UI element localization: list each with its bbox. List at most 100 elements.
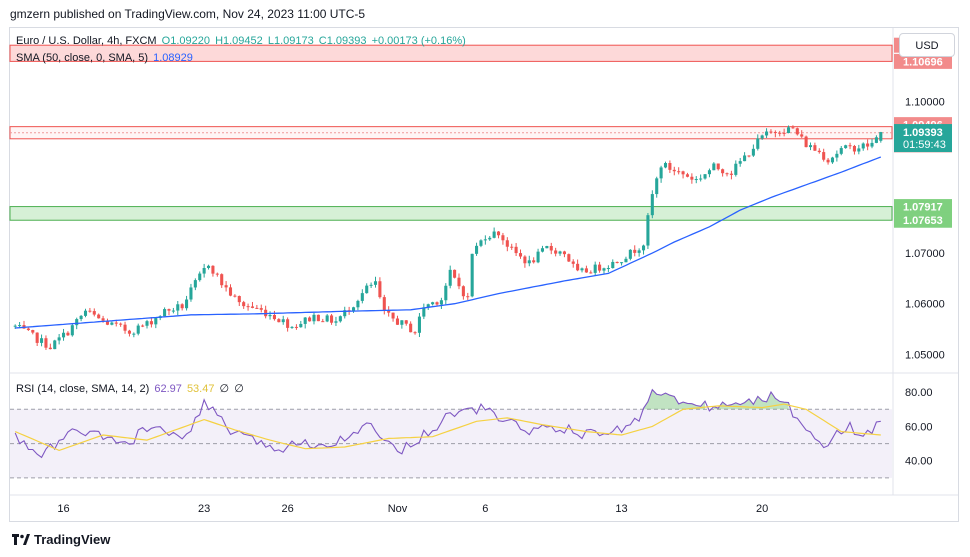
candle-body — [598, 264, 602, 271]
candle-body — [527, 260, 531, 264]
candle-body — [242, 302, 246, 307]
candle-body — [303, 317, 307, 324]
candle-body — [13, 325, 17, 327]
candle-body — [584, 268, 588, 273]
candle-body — [75, 319, 79, 326]
candle-body — [193, 280, 197, 288]
candle-body — [40, 338, 44, 343]
candle-body — [228, 287, 233, 296]
candle-body — [145, 321, 149, 326]
candle-body — [281, 319, 285, 323]
candle-body — [778, 132, 782, 134]
candle-body — [413, 332, 417, 334]
candle-body — [391, 312, 395, 319]
candle-body — [514, 246, 518, 254]
candle-body — [549, 246, 553, 251]
candle-body — [545, 246, 549, 249]
candle-body — [562, 251, 566, 255]
candle-body — [83, 310, 88, 316]
candle-body — [316, 314, 320, 322]
rsi-tick-label: 80.00 — [905, 387, 933, 399]
candle-body — [382, 297, 386, 311]
candle-body — [786, 127, 791, 133]
sma-line — [15, 156, 882, 329]
candle-body — [738, 161, 742, 164]
candle-body — [668, 163, 672, 170]
candle-body — [655, 178, 659, 195]
candle-body — [444, 285, 448, 301]
candle-body — [532, 260, 536, 263]
chart-frame — [9, 27, 959, 522]
candle-body — [624, 258, 628, 263]
candle-body — [378, 281, 382, 298]
candle-body — [127, 330, 131, 334]
candle-body — [206, 265, 211, 269]
candle-body — [426, 304, 430, 308]
candle-body — [404, 320, 408, 324]
candle-body — [808, 145, 813, 148]
candle-body — [615, 261, 619, 263]
candle-body — [782, 132, 786, 134]
candle-body — [97, 314, 101, 319]
candle-body — [857, 148, 861, 152]
candle-body — [699, 178, 703, 180]
candle-body — [294, 326, 298, 328]
candle-body — [215, 273, 219, 275]
candle-body — [510, 246, 514, 248]
candle-body — [110, 322, 114, 325]
candle-body — [167, 309, 171, 311]
candle-body — [461, 286, 465, 297]
candle-body — [163, 309, 167, 317]
ohlc-change: +0.00173 (+0.16%) — [371, 35, 466, 47]
sma-label: SMA (50, close, 0, SMA, 5) — [16, 52, 149, 64]
rsi-ma-line — [14, 403, 881, 452]
candle-body — [663, 163, 668, 168]
candle-body — [466, 296, 470, 298]
candle-body — [602, 268, 606, 271]
candle-body — [250, 306, 255, 308]
candle-body — [26, 328, 30, 331]
candle-body — [817, 150, 821, 153]
currency-button[interactable]: USD — [899, 33, 955, 57]
candle-body — [123, 324, 127, 331]
last-price-label: 1.09393 — [903, 127, 943, 139]
ohlc-low: L1.09173 — [267, 35, 314, 47]
candle-body — [373, 281, 378, 285]
candle-body — [813, 145, 817, 151]
candle-body — [483, 239, 487, 241]
candle-body — [233, 295, 237, 297]
candle-body — [576, 263, 580, 271]
candle-body — [330, 315, 334, 323]
time-tick-label: 23 — [198, 503, 210, 515]
candle-body — [496, 231, 501, 236]
ohlc-open: O1.09220 — [161, 35, 210, 47]
price-tick-label: 1.07000 — [905, 248, 945, 260]
rsi-line — [14, 388, 881, 459]
rsi-ma-value: 53.47 — [186, 383, 215, 395]
candle-body — [453, 269, 457, 278]
candle-body — [189, 287, 193, 300]
tradingview-footer[interactable]: TradingView — [12, 532, 110, 547]
candle-body — [136, 325, 140, 334]
candle-body — [439, 300, 443, 305]
candle-body — [119, 323, 123, 325]
candle-body — [185, 299, 189, 309]
candle-body — [369, 284, 373, 286]
price-tick-label: 1.05000 — [905, 349, 945, 361]
candle-body — [171, 310, 175, 312]
candle-body — [422, 307, 426, 317]
rsi-extra-1: ∅ — [219, 383, 230, 395]
candle-body — [567, 254, 571, 262]
candle-body — [826, 159, 830, 163]
candle-body — [554, 250, 558, 254]
candle-body — [844, 145, 848, 149]
candle-body — [712, 163, 716, 171]
candle-body — [558, 251, 562, 254]
time-tick-label: 16 — [57, 503, 69, 515]
ohlc-close: C1.09393 — [318, 35, 367, 47]
candle-body — [743, 155, 747, 162]
candle-body — [417, 316, 421, 333]
candle-body — [246, 306, 250, 308]
price-tick-label: 1.10000 — [905, 96, 945, 108]
